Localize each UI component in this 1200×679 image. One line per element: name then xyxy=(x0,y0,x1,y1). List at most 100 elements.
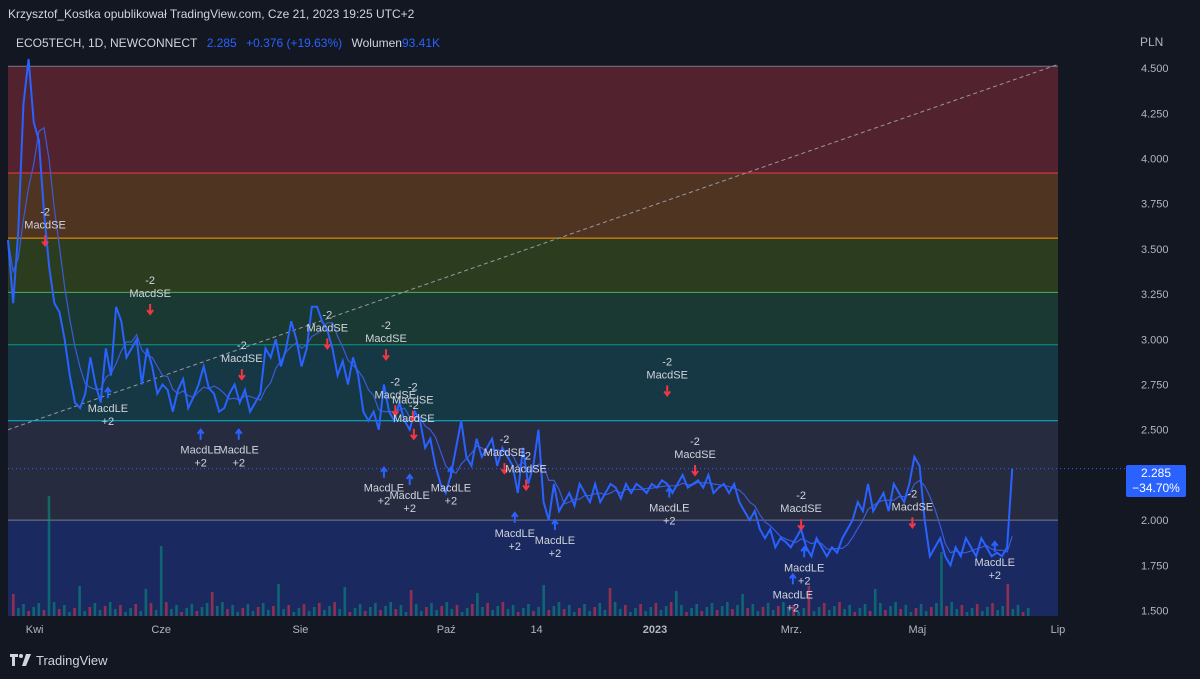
axis-unit[interactable]: PLN xyxy=(1140,35,1164,49)
volume-bar xyxy=(629,612,632,616)
volume-bar xyxy=(771,610,775,616)
y-tick-label: 2.000 xyxy=(1141,515,1169,527)
signal-label: +2 xyxy=(232,458,245,470)
volume-bar xyxy=(200,607,204,616)
signal-label: MacdLE xyxy=(535,535,575,547)
volume-bar xyxy=(741,594,744,616)
volume-bar xyxy=(1026,608,1030,616)
volume-bar xyxy=(899,609,902,616)
chart-legend[interactable]: ECO5TECH, 1D, NEWCONNECT 2.285 +0.376 (+… xyxy=(16,36,446,50)
volume-bar xyxy=(297,608,301,616)
volume-bar xyxy=(481,607,484,616)
volume-bar xyxy=(241,608,245,616)
volume-bar xyxy=(981,611,984,616)
volume-bar xyxy=(884,610,887,616)
volume-bar xyxy=(363,611,367,616)
y-tick-label: 1.750 xyxy=(1141,560,1169,572)
volume-bar xyxy=(761,607,765,616)
volume-bar xyxy=(491,610,494,616)
short-signal-arrow xyxy=(391,405,400,417)
volume-bar xyxy=(756,611,760,616)
volume-bar xyxy=(822,603,826,616)
volume-bar xyxy=(858,608,862,616)
volume-bar xyxy=(506,609,510,616)
volume-bar xyxy=(960,605,964,616)
x-tick-label: Paź xyxy=(437,624,456,636)
volume-bar xyxy=(226,609,229,616)
volume-bar xyxy=(751,604,755,616)
volume-bar xyxy=(272,606,275,616)
volume-bar xyxy=(389,602,392,616)
volume-bar xyxy=(57,609,61,616)
volume-bar xyxy=(455,605,459,616)
signal-label: -2 xyxy=(907,488,917,500)
volume-bar xyxy=(522,608,525,616)
volume-bar xyxy=(797,612,800,616)
volume-bar xyxy=(935,603,938,616)
signal-label: MacdLE xyxy=(180,445,220,457)
fib-band xyxy=(8,172,1058,239)
volume-bar xyxy=(792,605,795,616)
volume-bar xyxy=(307,611,311,616)
fib-band xyxy=(8,520,1058,616)
volume-bar xyxy=(465,608,469,616)
volume-bar xyxy=(88,607,92,616)
volume-bar xyxy=(32,607,35,616)
short-signal-arrow xyxy=(41,235,49,247)
volume-bar xyxy=(277,584,280,616)
volume-bar xyxy=(287,605,290,616)
signal-label: -2 xyxy=(381,320,391,332)
signal-label: +2 xyxy=(403,503,416,515)
signal-label: -2 xyxy=(145,275,155,287)
volume-bar xyxy=(996,610,999,616)
long-signal-arrow xyxy=(510,511,519,523)
last-price: 2.285 xyxy=(206,36,237,50)
volume-bar xyxy=(195,611,199,616)
short-signal-arrow xyxy=(408,410,417,423)
volume-bar xyxy=(924,611,928,616)
footer[interactable]: TradingView xyxy=(10,652,108,669)
long-signal-arrow xyxy=(789,572,797,585)
volume-bar xyxy=(1021,612,1025,616)
volume-bar xyxy=(690,608,693,616)
short-signal-arrow xyxy=(908,517,917,530)
volume-bar xyxy=(986,607,989,616)
volume-bar xyxy=(914,608,918,616)
y-tick-label: 2.500 xyxy=(1141,425,1169,437)
volume-bar xyxy=(1011,609,1015,616)
volume-bar xyxy=(17,608,20,616)
long-signal-arrow xyxy=(665,485,674,498)
volume-bar xyxy=(170,609,173,616)
symbol-label[interactable]: ECO5TECH, 1D, NEWCONNECT xyxy=(16,36,198,50)
long-signal-arrow xyxy=(551,518,559,531)
x-tick-label: Sie xyxy=(293,624,309,636)
volume-bar xyxy=(236,612,239,616)
x-tick-label: Kwi xyxy=(26,624,44,636)
volume-bar xyxy=(205,603,209,616)
volume-bar xyxy=(358,604,362,616)
volume-bar xyxy=(965,612,969,616)
short-signal-arrow xyxy=(522,479,530,492)
volume-bar xyxy=(399,605,403,616)
volume-label: Wolumen xyxy=(351,36,402,50)
volume-bar xyxy=(853,612,857,616)
volume-bar xyxy=(409,590,413,616)
volume-bar xyxy=(731,609,734,616)
volume-bar xyxy=(644,611,647,616)
volume-bar xyxy=(843,609,846,616)
volume-bar xyxy=(348,612,352,616)
volume-bar xyxy=(608,588,612,616)
volume-bar xyxy=(435,610,438,616)
volume-bar xyxy=(353,608,357,616)
long-signal-arrow xyxy=(380,466,388,478)
volume-bar xyxy=(624,605,627,616)
volume-bar xyxy=(710,603,714,616)
price-change: +0.376 (+19.63%) xyxy=(246,36,343,50)
volume-bar xyxy=(848,605,851,616)
volume-bar xyxy=(945,606,948,616)
volume-bar xyxy=(680,605,683,616)
volume-bar xyxy=(873,589,877,616)
signal-label: MacdLE xyxy=(773,589,813,601)
volume-bar xyxy=(425,607,428,616)
